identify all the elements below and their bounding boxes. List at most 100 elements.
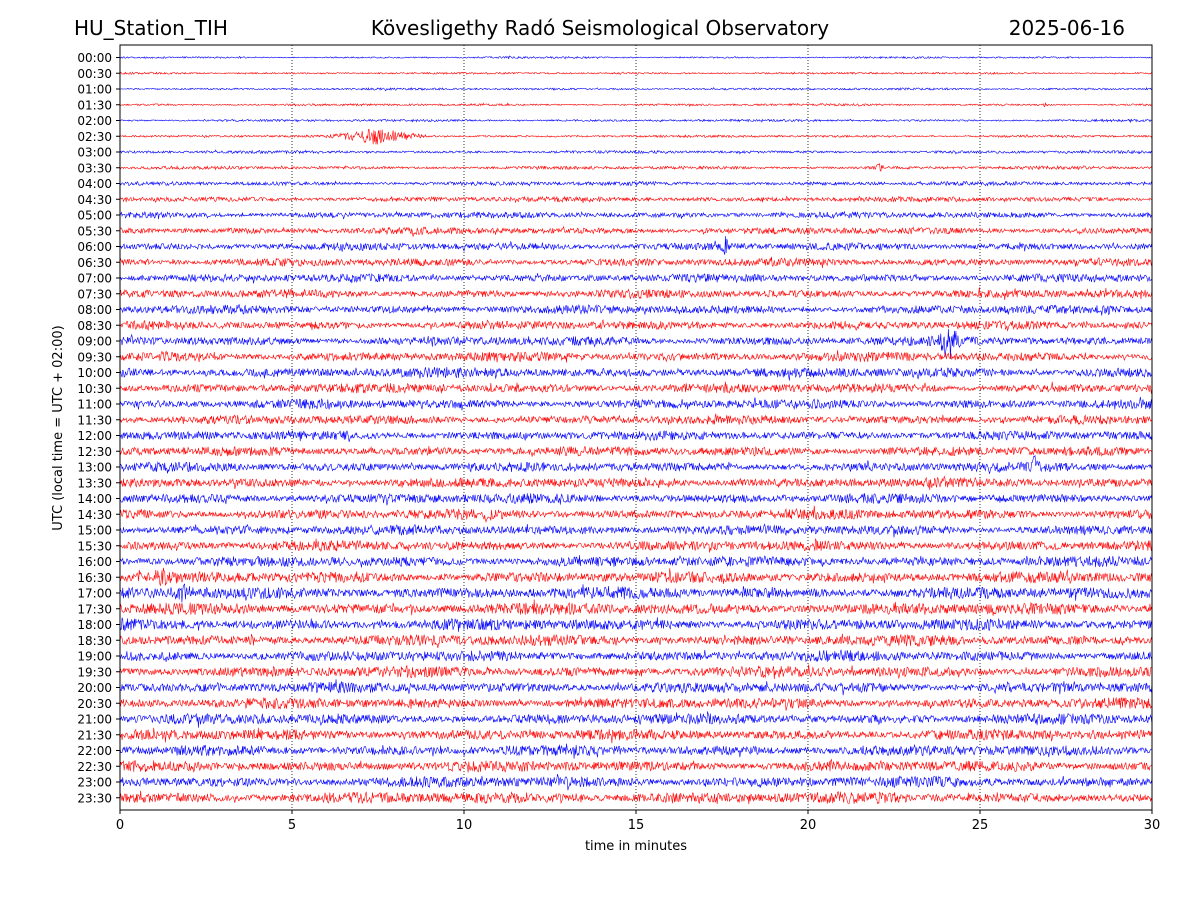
y-tick-label: 11:30 xyxy=(77,413,112,427)
y-axis-label: UTC (local time = UTC + 02:00) xyxy=(51,325,66,530)
plot-frame xyxy=(119,44,1153,811)
trace-line xyxy=(119,118,1153,124)
y-tick-label: 02:30 xyxy=(77,130,112,144)
grid-lines xyxy=(291,45,981,810)
y-tick-label: 15:00 xyxy=(77,524,112,538)
trace-line xyxy=(119,381,1153,394)
trace-line xyxy=(119,711,1153,728)
trace-line xyxy=(119,86,1153,92)
y-tick-label: 23:00 xyxy=(77,776,112,790)
trace-line xyxy=(119,649,1153,663)
y-tick-label: 21:30 xyxy=(77,728,112,742)
y-tick-label: 23:30 xyxy=(77,791,112,805)
trace-line xyxy=(119,350,1153,363)
trace-line xyxy=(119,102,1153,108)
trace-line xyxy=(119,180,1153,187)
x-tick-label: 15 xyxy=(628,818,645,833)
y-tick-label: 10:00 xyxy=(77,366,112,380)
trace-line xyxy=(119,758,1153,773)
x-axis-label: time in minutes xyxy=(585,839,687,854)
y-tick-label: 04:30 xyxy=(77,193,112,207)
y-tick-label: 10:30 xyxy=(77,382,112,396)
y-tick-label: 20:30 xyxy=(77,697,112,711)
trace-line xyxy=(119,129,1153,145)
trace-line xyxy=(119,555,1153,568)
date-label: 2025-06-16 xyxy=(1009,16,1125,40)
trace-line xyxy=(119,55,1153,60)
trace-line xyxy=(119,445,1153,457)
trace-line xyxy=(119,492,1153,506)
trace-line xyxy=(119,633,1153,648)
y-tick-label: 16:00 xyxy=(77,555,112,569)
y-tick-label: 00:00 xyxy=(77,51,112,65)
trace-line xyxy=(119,430,1153,442)
y-tick-label: 07:00 xyxy=(77,272,112,286)
trace-line xyxy=(119,583,1153,603)
y-tick-label: 14:00 xyxy=(77,492,112,506)
y-tick-label: 18:00 xyxy=(77,618,112,632)
trace-line xyxy=(119,413,1153,426)
x-tick-label: 30 xyxy=(1144,818,1161,833)
trace-line xyxy=(119,773,1153,791)
y-tick-label: 01:00 xyxy=(77,83,112,97)
x-tick-label: 5 xyxy=(288,818,296,833)
trace-line xyxy=(120,149,1153,155)
trace-line xyxy=(119,71,1153,76)
y-tick-label: 02:00 xyxy=(77,114,112,128)
trace-line xyxy=(119,162,1153,172)
trace-line xyxy=(119,523,1153,538)
y-tick-label: 05:30 xyxy=(77,224,112,238)
x-tick-label: 10 xyxy=(456,818,473,833)
trace-line xyxy=(119,505,1153,523)
y-tick-label: 08:30 xyxy=(77,319,112,333)
y-tick-label: 15:30 xyxy=(77,539,112,553)
y-tick-label: 20:00 xyxy=(77,681,112,695)
y-tick-label: 06:00 xyxy=(77,240,112,254)
trace-line xyxy=(119,396,1153,411)
y-tick-label: 17:30 xyxy=(77,602,112,616)
trace-line xyxy=(119,256,1153,269)
y-tick-label: 03:00 xyxy=(77,146,112,160)
y-tick-label: 17:00 xyxy=(77,587,112,601)
y-tick-label: 16:30 xyxy=(77,571,112,585)
y-tick-label: 06:30 xyxy=(77,256,112,270)
trace-line xyxy=(119,319,1153,332)
trace-line xyxy=(119,210,1153,220)
trace-line xyxy=(119,236,1153,255)
y-tick-label: 11:00 xyxy=(77,398,112,412)
trace-line xyxy=(119,538,1153,553)
y-tick-label: 08:00 xyxy=(77,303,112,317)
y-tick-label: 19:30 xyxy=(77,665,112,679)
y-tick-label: 04:00 xyxy=(77,177,112,191)
seismic-traces xyxy=(119,55,1153,805)
trace-line xyxy=(119,329,1153,360)
y-tick-label: 00:30 xyxy=(77,67,112,81)
trace-line xyxy=(119,567,1153,587)
trace-line xyxy=(119,727,1153,744)
y-tick-label: 21:00 xyxy=(77,713,112,727)
y-tick-label: 19:00 xyxy=(77,650,112,664)
trace-line xyxy=(119,696,1153,711)
trace-line xyxy=(119,195,1153,204)
y-tick-label: 01:30 xyxy=(77,98,112,112)
y-tick-label: 07:30 xyxy=(77,287,112,301)
trace-line xyxy=(119,664,1153,680)
trace-line xyxy=(119,366,1153,381)
y-tick-label: 18:30 xyxy=(77,634,112,648)
x-axis-ticks: 0 5 10 15 20 25 30 xyxy=(116,810,1160,833)
y-tick-label: 13:00 xyxy=(77,461,112,475)
y-tick-label: 12:30 xyxy=(77,445,112,459)
x-tick-label: 25 xyxy=(972,818,989,833)
y-tick-label: 22:00 xyxy=(77,744,112,758)
chart-title: Kövesligethy Radó Seismological Observat… xyxy=(371,16,829,40)
trace-line xyxy=(119,599,1153,616)
y-tick-label: 03:30 xyxy=(77,161,112,175)
y-tick-label: 09:30 xyxy=(77,350,112,364)
y-tick-label: 09:00 xyxy=(77,335,112,349)
y-tick-label: 13:30 xyxy=(77,476,112,490)
x-tick-label: 20 xyxy=(800,818,817,833)
trace-line xyxy=(119,790,1153,805)
